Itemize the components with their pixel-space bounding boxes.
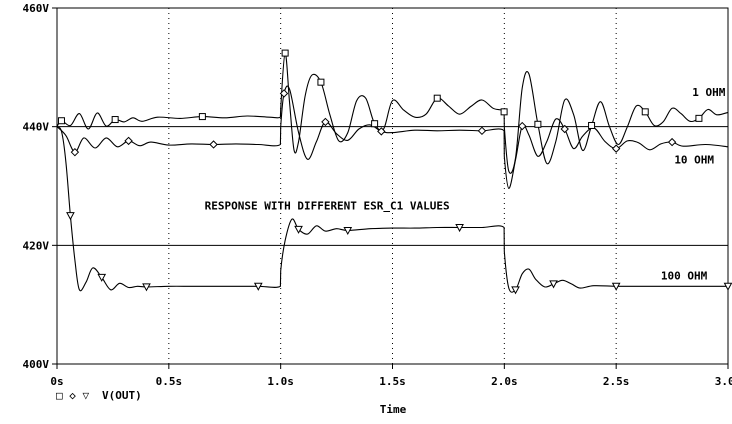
marker-triangle-18: [253, 282, 263, 291]
marker-diamond-2: [70, 147, 80, 157]
plot-frame: [56, 7, 729, 365]
marker-diamond-37: [518, 121, 527, 131]
grid-lines: [168, 8, 617, 364]
y-tick-label-0: 400V: [23, 358, 50, 371]
x-tick-label-3: 1.5s: [379, 375, 406, 388]
marker-triangle-38: [511, 286, 520, 295]
annotation-2: 100 OHM: [661, 270, 708, 283]
x-tick-label-2: 1.0s: [267, 375, 294, 388]
y-tick-label-1: 420V: [23, 239, 50, 252]
marker-square-61: [641, 108, 649, 116]
marker-square-25: [317, 78, 325, 86]
marker-square-37: [433, 94, 441, 102]
marker-square-1: [57, 117, 65, 125]
trace-1-ohm: [56, 52, 729, 174]
marker-diamond-52: [667, 137, 677, 147]
annotation-0: 1 OHM: [692, 86, 725, 99]
trace-markers: [57, 49, 732, 295]
marker-diamond-47: [611, 144, 621, 153]
marker-triangle-43: [549, 280, 558, 289]
x-axis-ticks: 0s 0.5s 1.0s 1.5s 2.0s 2.5s 3.0s: [50, 364, 732, 388]
x-tick-label-5: 2.5s: [603, 375, 630, 388]
annotation-1: 10 OHM: [674, 153, 714, 166]
legend-label: V(OUT): [102, 389, 142, 402]
traces: [56, 52, 729, 293]
marker-triangle-13: [142, 283, 151, 292]
x-tick-label-4: 2.0s: [491, 375, 518, 388]
trace-100-ohm: [56, 126, 728, 293]
marker-triangle-3: [66, 212, 75, 221]
trace-annotations: 1 OHM 10 OHM 100 OHM RESPONSE WITH DIFFEREN…: [205, 86, 726, 283]
y-tick-label-3: 460V: [23, 2, 50, 15]
marker-square-67: [695, 114, 703, 122]
reference-lines: [57, 126, 728, 246]
marker-diamond-7: [124, 136, 133, 146]
y-axis-ticks: 400V 420V 440V 460V: [23, 2, 57, 371]
marker-triangle-33: [455, 224, 464, 233]
marker-diamond-42: [560, 124, 569, 134]
marker-diamond-17: [279, 89, 289, 98]
marker-triangle-28: [343, 227, 353, 236]
x-tick-label-0: 0s: [50, 375, 63, 388]
marker-square-55: [588, 121, 596, 129]
marker-triangle-48: [611, 282, 621, 291]
trace-10-ohm: [56, 85, 729, 189]
legend-symbols: □ ◇ ▽: [56, 389, 89, 402]
marker-diamond-27: [377, 127, 386, 136]
marker-square-49: [534, 120, 542, 128]
marker-triangle-53: [723, 282, 732, 291]
marker-square-43: [500, 108, 508, 116]
marker-triangle-23: [294, 225, 303, 234]
annotation-3: RESPONSE WITH DIFFERENT ESR_C1 VALUES: [205, 200, 450, 213]
marker-square-31: [371, 120, 379, 128]
marker-square-13: [198, 113, 206, 121]
x-tick-label-6: 3.0s: [715, 375, 732, 388]
x-tick-label-1: 0.5s: [156, 375, 183, 388]
marker-diamond-12: [209, 140, 218, 149]
marker-diamond-22: [321, 117, 330, 127]
marker-square-19: [281, 49, 289, 57]
y-tick-label-2: 440V: [23, 121, 50, 134]
marker-square-7: [111, 116, 119, 124]
x-axis-label: Time: [380, 403, 407, 416]
marker-diamond-32: [477, 126, 487, 136]
marker-triangle-8: [97, 273, 107, 282]
legend: □ ◇ ▽ V(OUT): [56, 389, 142, 402]
